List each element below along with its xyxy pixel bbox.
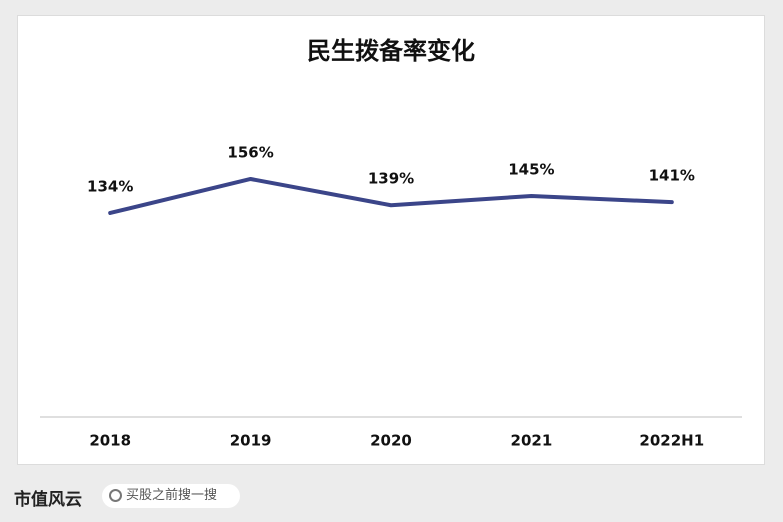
x-tick-label: 2018	[89, 432, 131, 450]
search-icon	[109, 489, 122, 502]
chart: 民生拨备率变化 2018 2019 2020 2021 2022H1 134% 156% 13…	[40, 37, 742, 450]
x-tick-label: 2019	[230, 432, 272, 450]
line	[108, 176, 674, 215]
chart-title: 民生拨备率变化	[307, 37, 475, 65]
data-label: 139%	[368, 170, 414, 188]
brand-logo: 市值风云	[14, 490, 82, 510]
x-tick-label: 2022H1	[639, 432, 704, 450]
data-label: 145%	[508, 160, 554, 178]
x-tick-label: 2020	[370, 432, 412, 450]
x-tick-label: 2021	[511, 432, 553, 450]
data-label: 141%	[649, 167, 695, 185]
chart-card	[17, 15, 765, 465]
data-label: 156%	[227, 143, 273, 161]
footer: 市值风云 买股之前搜一搜	[0, 475, 783, 522]
search-box[interactable]: 买股之前搜一搜	[102, 484, 240, 508]
search-placeholder: 买股之前搜一搜	[126, 488, 218, 503]
data-label: 134%	[87, 177, 133, 195]
